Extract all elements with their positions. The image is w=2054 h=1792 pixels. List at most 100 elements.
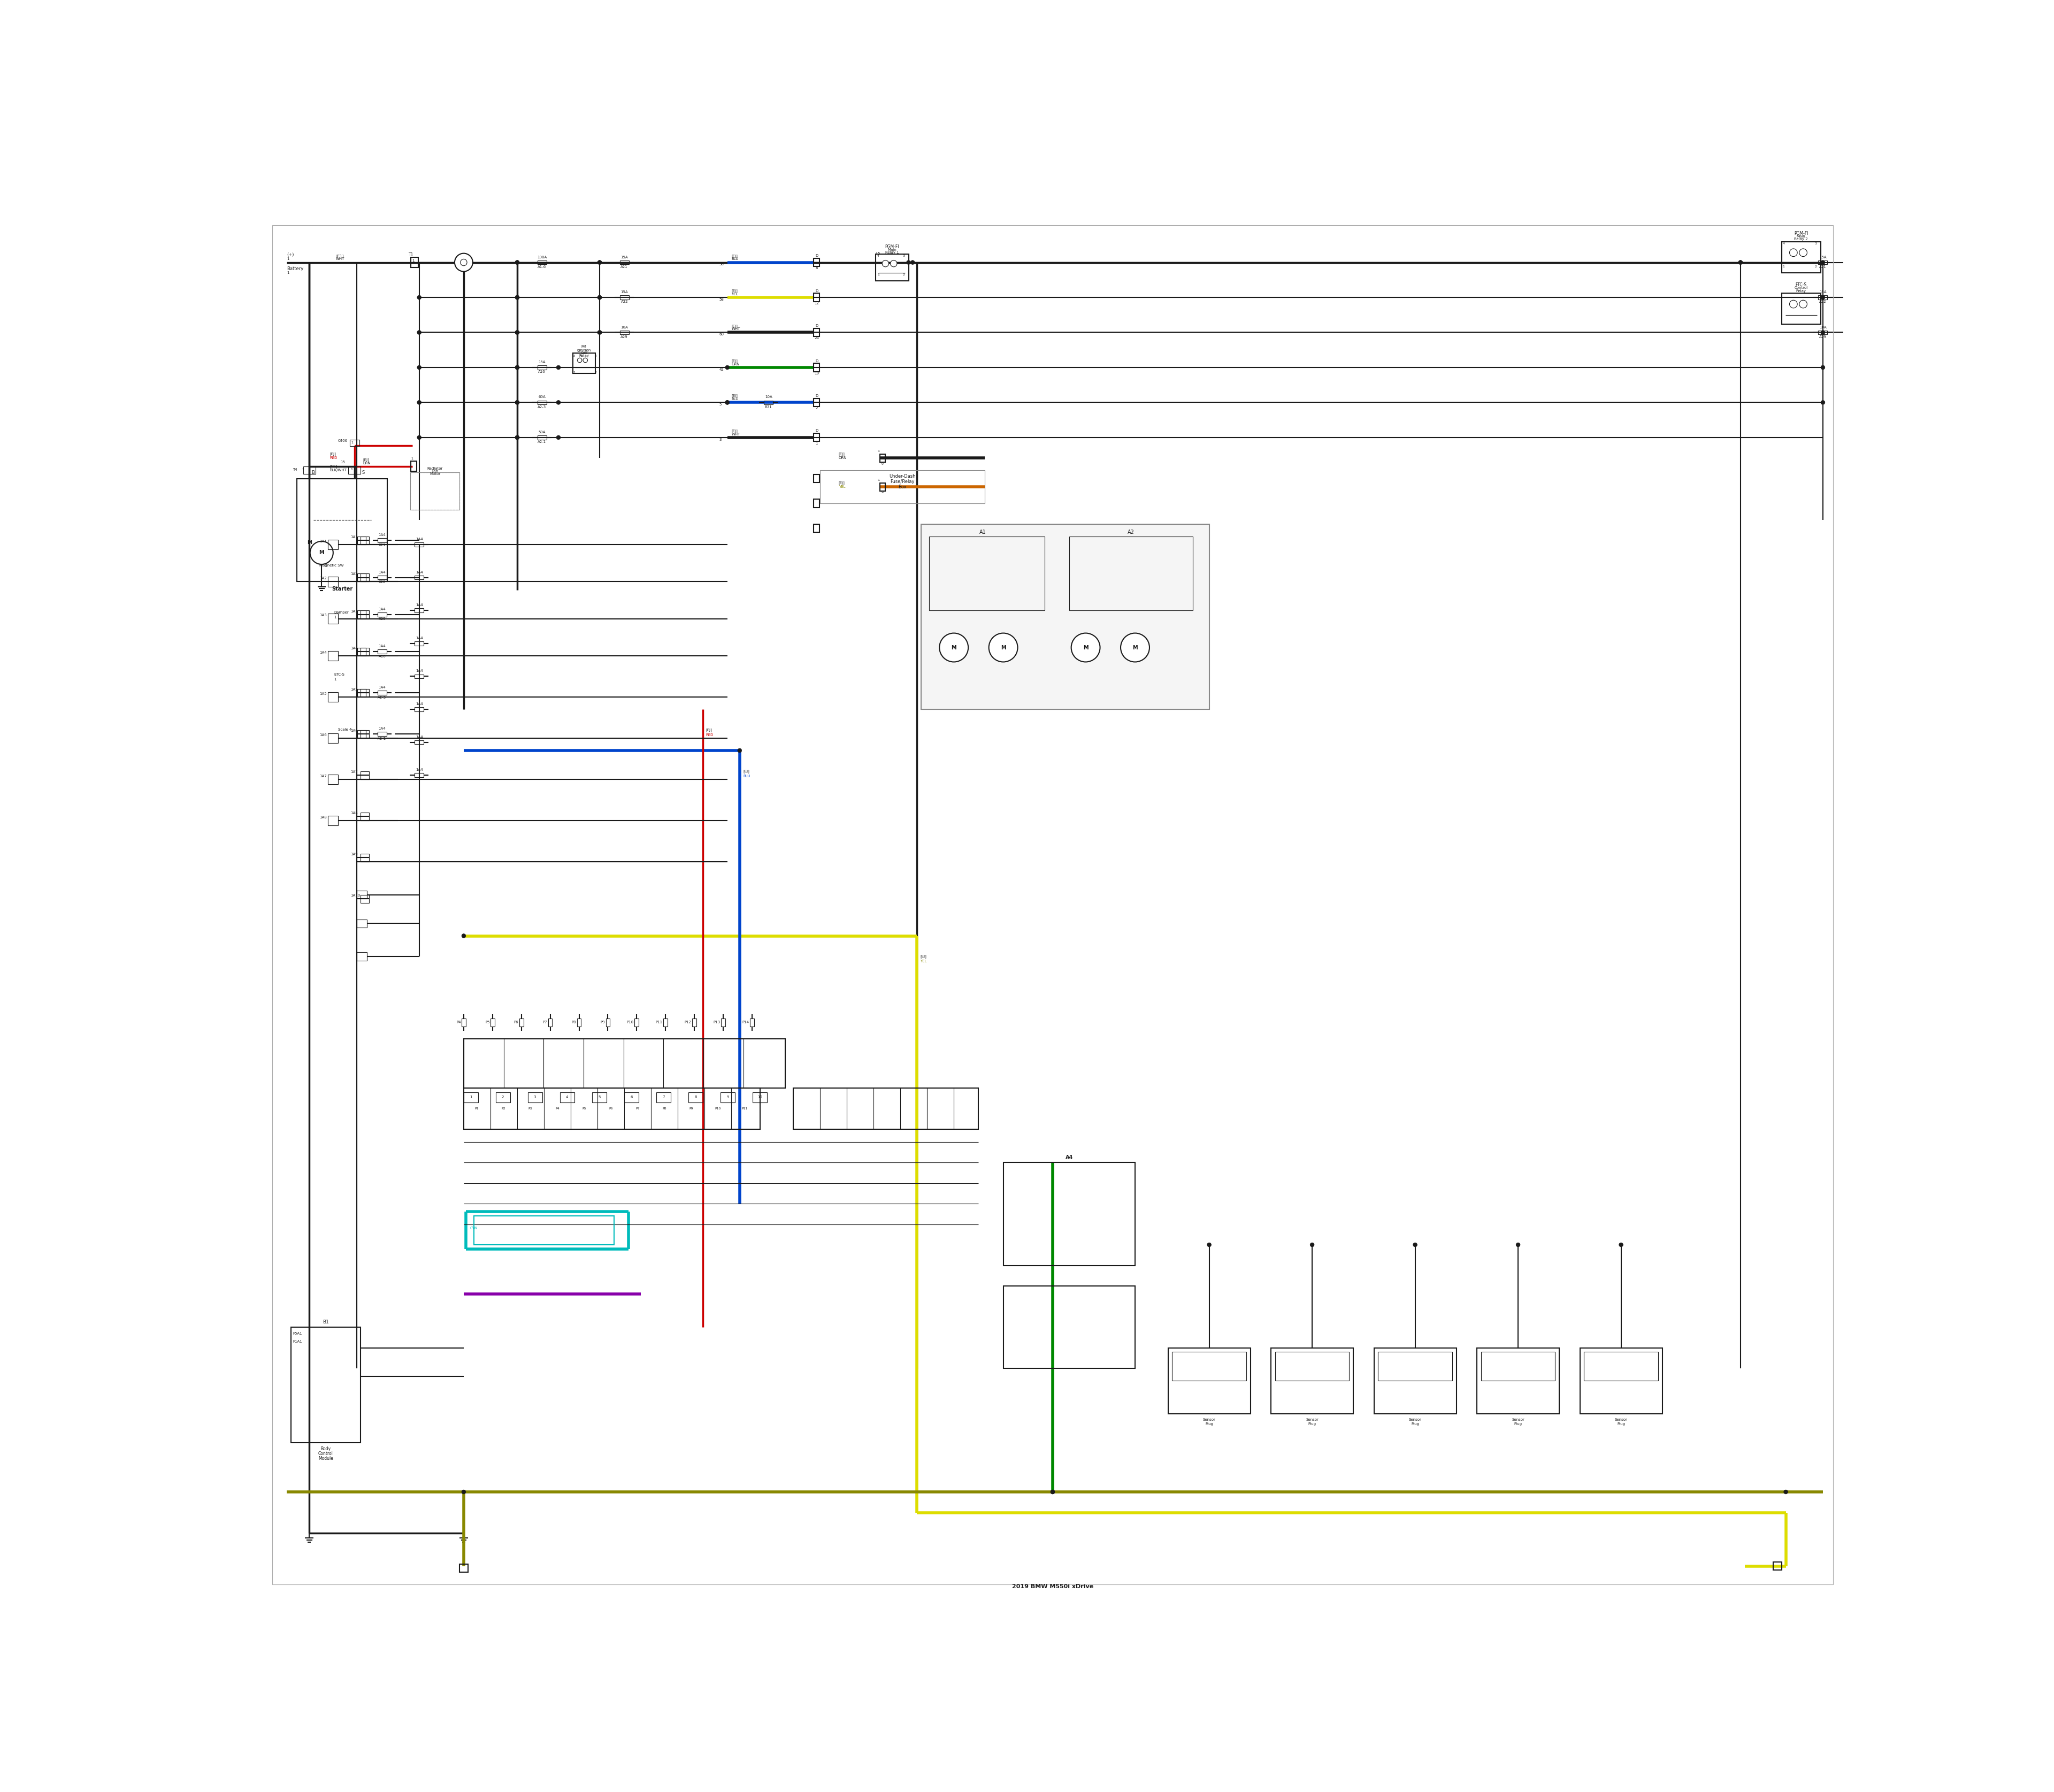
Circle shape	[1310, 1242, 1315, 1247]
Text: Coil: Coil	[581, 351, 587, 355]
Text: 1A8: 1A8	[320, 815, 327, 819]
Text: T1: T1	[409, 253, 413, 258]
Text: P8: P8	[661, 1107, 665, 1111]
Text: 1A5: 1A5	[320, 692, 327, 695]
Bar	[362, 611, 370, 618]
Bar	[329, 613, 339, 624]
Text: Sensor: Sensor	[1306, 1417, 1319, 1421]
Text: M: M	[308, 539, 312, 545]
Bar	[329, 577, 339, 586]
Bar	[411, 461, 417, 471]
Bar	[415, 609, 423, 613]
Text: Magnetic SW: Magnetic SW	[320, 563, 343, 566]
Bar	[573, 353, 596, 373]
Text: 1A4: 1A4	[415, 735, 423, 738]
Text: ORN: ORN	[838, 457, 846, 461]
Text: YEL: YEL	[920, 961, 926, 962]
Text: A2-3: A2-3	[538, 405, 546, 409]
Circle shape	[1789, 249, 1797, 256]
Circle shape	[1050, 1489, 1056, 1495]
Bar	[820, 471, 984, 504]
Text: A22: A22	[1820, 301, 1826, 303]
Bar	[329, 692, 339, 702]
Text: X29: X29	[378, 618, 386, 620]
Circle shape	[906, 260, 910, 265]
Text: 9: 9	[881, 491, 883, 495]
Text: 1: 1	[573, 371, 575, 375]
Bar	[813, 398, 820, 407]
Circle shape	[889, 260, 898, 267]
Circle shape	[454, 253, 472, 271]
Bar	[362, 573, 370, 582]
Bar	[378, 613, 386, 616]
Circle shape	[1799, 301, 1808, 308]
Bar	[378, 575, 386, 579]
Text: Damper: Damper	[335, 611, 349, 615]
Text: CYN: CYN	[470, 1228, 477, 1229]
Text: M: M	[1132, 645, 1138, 650]
Bar	[538, 260, 546, 265]
Bar	[415, 772, 423, 778]
Bar	[1781, 242, 1820, 272]
Text: P6: P6	[608, 1107, 612, 1111]
Text: M: M	[1082, 645, 1089, 650]
Bar	[620, 330, 629, 335]
Bar	[1781, 294, 1820, 324]
Text: C: C	[877, 450, 879, 453]
Text: 3: 3	[719, 437, 721, 441]
Bar	[329, 650, 339, 661]
Circle shape	[516, 366, 520, 369]
Bar	[657, 1093, 672, 1102]
Circle shape	[1072, 633, 1101, 661]
Text: 58: 58	[719, 297, 723, 301]
Bar	[688, 1093, 702, 1102]
Bar	[415, 708, 423, 711]
Text: P1: P1	[474, 1107, 479, 1111]
Bar	[362, 853, 370, 862]
Text: YEL: YEL	[731, 292, 737, 296]
Text: M: M	[318, 550, 325, 556]
Text: A29: A29	[1820, 335, 1826, 339]
Bar	[362, 812, 370, 821]
Text: 4: 4	[567, 1095, 569, 1098]
Text: [EJ]: [EJ]	[731, 254, 737, 258]
Text: 1A4: 1A4	[320, 650, 327, 654]
Text: 1A4: 1A4	[378, 607, 386, 611]
Circle shape	[1820, 366, 1824, 369]
Text: P11: P11	[655, 1021, 663, 1023]
Text: 3: 3	[1814, 242, 1818, 246]
Text: 15A: 15A	[620, 290, 629, 294]
Circle shape	[1783, 1489, 1787, 1495]
Text: 58: 58	[719, 263, 723, 265]
Text: X22: X22	[378, 581, 386, 584]
Bar	[813, 500, 820, 507]
Text: WHT: WHT	[731, 432, 739, 435]
Text: B1: B1	[322, 1319, 329, 1324]
Text: 2: 2	[904, 274, 906, 276]
Text: P6: P6	[514, 1021, 518, 1023]
Text: D: D	[815, 430, 817, 432]
Text: A22: A22	[620, 301, 629, 303]
Bar	[1818, 296, 1828, 299]
Text: BLU: BLU	[731, 398, 739, 401]
Circle shape	[1121, 633, 1150, 661]
Text: [EJ]: [EJ]	[364, 459, 370, 462]
Text: A21: A21	[1820, 265, 1826, 269]
Text: 1A4: 1A4	[415, 702, 423, 706]
Bar	[362, 688, 370, 697]
Bar	[1481, 1351, 1555, 1380]
Bar	[415, 543, 423, 547]
Text: Relay: Relay	[579, 355, 589, 358]
Circle shape	[1820, 296, 1824, 299]
Text: P7: P7	[635, 1107, 639, 1111]
Text: Battery: Battery	[288, 267, 304, 271]
Text: Box: Box	[898, 486, 906, 489]
Text: 15A: 15A	[1820, 290, 1826, 294]
Bar	[624, 1093, 639, 1102]
Bar	[357, 647, 366, 656]
Bar	[1271, 1348, 1354, 1414]
Bar	[378, 690, 386, 695]
Bar	[813, 434, 820, 441]
Text: Control: Control	[318, 1452, 333, 1457]
Text: 9: 9	[727, 1095, 729, 1098]
